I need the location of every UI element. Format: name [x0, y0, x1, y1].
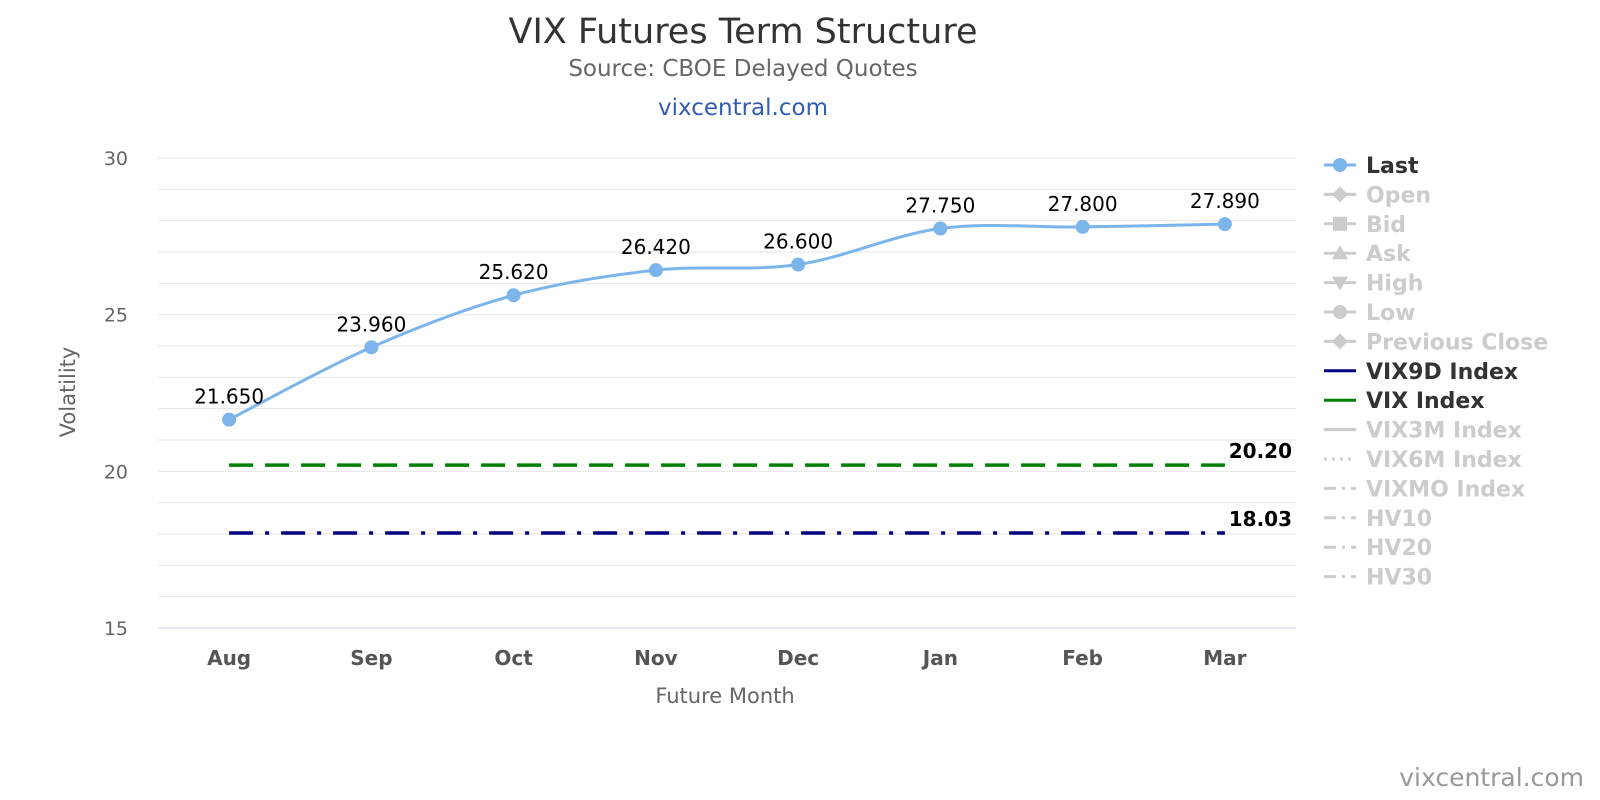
legend-label: VIX Index [1366, 389, 1485, 414]
x-tick-label: Jan [921, 646, 958, 670]
legend-item[interactable]: Open [1324, 183, 1431, 208]
circle-icon [1333, 305, 1347, 319]
data-label: 27.800 [1048, 192, 1118, 216]
legend-item[interactable]: High [1324, 272, 1423, 297]
data-label: 21.650 [194, 385, 264, 409]
end-label-vix-index: 20.20 [1229, 439, 1292, 463]
legend-item[interactable]: Low [1324, 301, 1415, 326]
legend-item[interactable]: HV20 [1324, 536, 1432, 561]
legend-label: VIXMO Index [1366, 477, 1525, 502]
legend-item[interactable]: VIXMO Index [1324, 477, 1525, 502]
data-point[interactable] [933, 221, 948, 236]
legend-item[interactable]: VIX6M Index [1324, 448, 1522, 473]
legend-label: Open [1366, 183, 1431, 208]
data-label: 26.600 [763, 230, 833, 254]
series-line-last [228, 222, 1225, 421]
data-label: 27.890 [1190, 189, 1260, 213]
legend-label: VIX9D Index [1366, 360, 1518, 385]
grid-lines [158, 157, 1296, 629]
circle-icon [1333, 158, 1347, 172]
data-point[interactable] [506, 288, 521, 303]
legend-item[interactable]: HV10 [1324, 507, 1432, 532]
data-label: 27.750 [905, 194, 975, 218]
data-point[interactable] [1217, 217, 1232, 232]
y-tick-label: 15 [104, 618, 128, 640]
x-axis-title: Future Month [655, 684, 794, 708]
data-point[interactable] [364, 340, 379, 355]
x-tick-label: Dec [777, 646, 819, 670]
legend-item[interactable]: HV30 [1324, 566, 1432, 591]
legend-label: HV30 [1366, 566, 1432, 591]
legend-item[interactable]: VIX9D Index [1324, 360, 1518, 385]
series-layer: 21.650 23.960 25.620 26.420 26.600 27.750 27.8… [194, 189, 1292, 535]
legend-label: High [1366, 272, 1423, 297]
data-label: 23.960 [336, 312, 406, 336]
triangle-down-icon [1332, 276, 1348, 291]
square-icon [1333, 216, 1347, 231]
legend-item[interactable]: Previous Close [1324, 330, 1548, 355]
chart-title: VIX Futures Term Structure [508, 12, 978, 52]
legend-label: VIX6M Index [1366, 448, 1522, 473]
x-tick-label: Nov [634, 646, 678, 670]
x-tick-label: Mar [1203, 646, 1246, 670]
legend-item[interactable]: Last [1324, 154, 1419, 179]
legend-label: VIX3M Index [1366, 419, 1522, 444]
legend-label: HV20 [1366, 536, 1432, 561]
x-tick-label: Sep [350, 646, 392, 670]
data-label: 25.620 [479, 260, 549, 284]
y-tick-label: 25 [104, 305, 128, 327]
source-link[interactable]: vixcentral.com [658, 95, 828, 121]
x-tick-label: Oct [494, 646, 533, 670]
x-tick-label: Feb [1062, 646, 1103, 670]
triangle-icon [1332, 245, 1348, 260]
legend-item[interactable]: Ask [1324, 242, 1412, 267]
y-tick-label: 20 [104, 461, 128, 483]
end-label-vix9d-index: 18.03 [1229, 507, 1292, 531]
legend-item[interactable]: VIX3M Index [1324, 419, 1522, 444]
data-point[interactable] [648, 263, 663, 278]
chart-subtitle: Source: CBOE Delayed Quotes [568, 56, 918, 82]
x-axis-ticks: Aug Sep Oct Nov Dec Jan Feb Mar [207, 646, 1247, 670]
y-axis-ticks: 15 20 25 30 [104, 148, 128, 640]
legend-label: Previous Close [1366, 330, 1548, 355]
legend-item[interactable]: Bid [1324, 213, 1406, 238]
diamond-icon [1332, 333, 1348, 350]
data-label: 26.420 [621, 235, 691, 259]
legend-label: Last [1366, 154, 1419, 179]
data-point[interactable] [1075, 219, 1090, 234]
data-point[interactable] [222, 412, 237, 427]
legend[interactable]: Last Open Bid Ask High Low Previous Close VIX9D… [1324, 154, 1548, 591]
credit-link[interactable]: vixcentral.com [1399, 763, 1584, 792]
y-tick-label: 30 [104, 148, 128, 170]
legend-label: HV10 [1366, 507, 1432, 532]
legend-label: Bid [1366, 213, 1406, 238]
data-point[interactable] [791, 257, 806, 272]
y-axis-title: Volatility [56, 347, 80, 438]
legend-label: Ask [1366, 242, 1412, 267]
legend-item[interactable]: VIX Index [1324, 389, 1485, 414]
legend-label: Low [1366, 301, 1415, 326]
x-tick-label: Aug [207, 646, 251, 670]
diamond-icon [1332, 186, 1348, 203]
